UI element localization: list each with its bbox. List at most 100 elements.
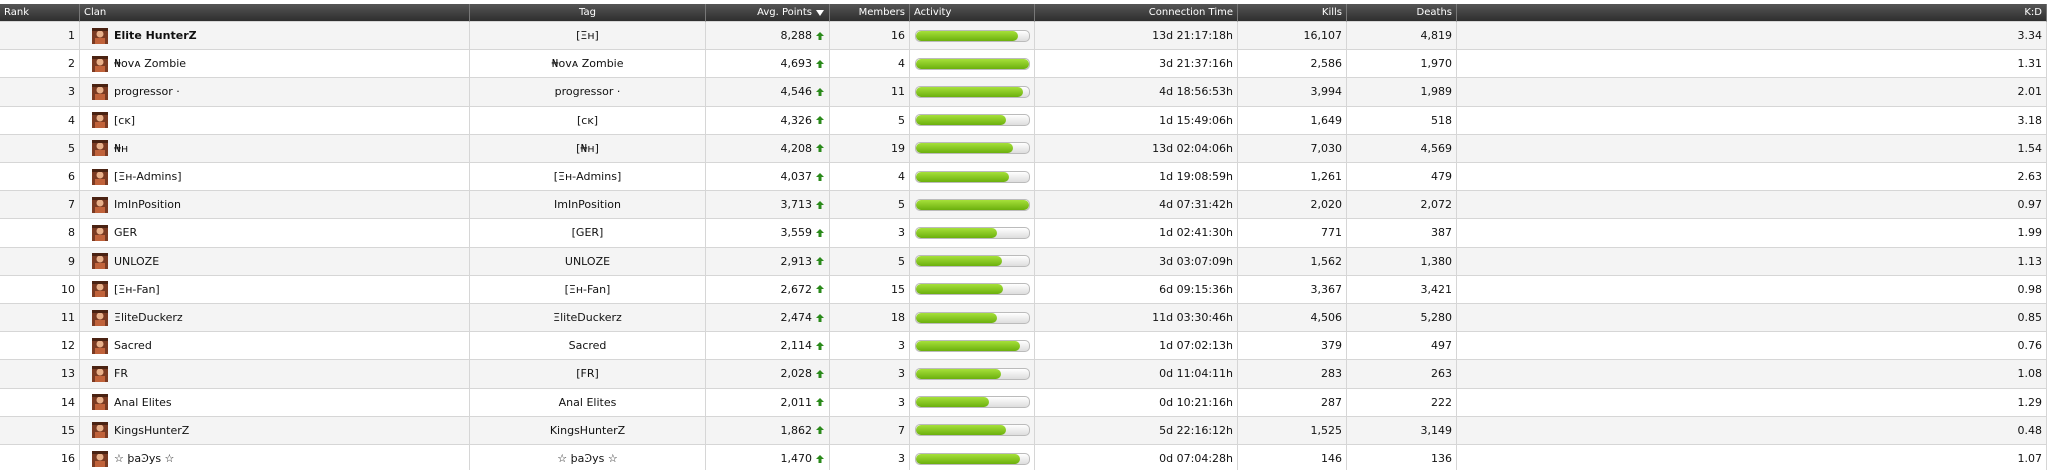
activity-bar <box>916 256 1002 267</box>
kills-cell: 2,586 <box>1238 50 1347 79</box>
tag-text: ΞliteDuckerz <box>553 311 622 325</box>
deaths-cell: 4,819 <box>1347 22 1457 51</box>
clan-cell: ImInPosition <box>80 191 470 220</box>
connection-time-cell: 1d 02:41:30h <box>1035 219 1238 248</box>
connection-time-text: 0d 10:21:16h <box>1159 395 1233 409</box>
activity-bar <box>916 284 1003 295</box>
clan-cell: FR <box>80 360 470 389</box>
activity-cell <box>910 219 1035 248</box>
members-text: 4 <box>898 170 905 184</box>
activity-bar <box>916 143 1014 154</box>
members-cell: 4 <box>830 50 910 79</box>
column-header[interactable]: Rank <box>0 4 80 22</box>
avg-points-text: 2,474 <box>780 311 813 325</box>
kd-text: 1.54 <box>2017 141 2043 155</box>
trend-arrow <box>816 454 824 463</box>
deaths-cell: 136 <box>1347 445 1457 470</box>
deaths-text: 4,819 <box>1420 29 1453 43</box>
clan-avatar <box>92 365 108 382</box>
kills-cell: 379 <box>1238 332 1347 361</box>
activity-cell <box>910 106 1035 135</box>
kills-text: 379 <box>1321 339 1342 353</box>
column-header[interactable]: Activity <box>910 4 1035 22</box>
members-cell: 3 <box>830 219 910 248</box>
connection-time-cell: 11d 03:30:46h <box>1035 304 1238 333</box>
clan-text: Anal Elites <box>114 395 172 409</box>
members-cell: 5 <box>830 106 910 135</box>
clan-avatar <box>92 83 108 100</box>
clan-text: KingsHunterZ <box>114 423 190 437</box>
tag-text: [Ξн-Fan] <box>564 282 611 296</box>
tag-text: [GER] <box>571 226 604 240</box>
activity-track <box>915 255 1030 268</box>
clan-text: [Ξн-Fan] <box>114 282 160 296</box>
connection-time-cell: 1d 15:49:06h <box>1035 106 1238 135</box>
avg-points-cell: 1,862 <box>706 416 830 445</box>
kd-text: 3.18 <box>2017 113 2043 127</box>
activity-track <box>915 452 1030 465</box>
column-header[interactable]: Connection Time <box>1035 4 1238 22</box>
clan-text: Sacred <box>114 339 152 353</box>
activity-cell <box>910 332 1035 361</box>
trend-arrow <box>816 87 824 96</box>
column-header[interactable]: Clan <box>80 4 470 22</box>
kd-cell: 1.99 <box>1457 219 2047 248</box>
kd-text: 2.63 <box>2017 170 2043 184</box>
avg-points-text: 3,559 <box>780 226 813 240</box>
avg-points-cell: 4,037 <box>706 163 830 192</box>
members-text: 5 <box>898 198 905 212</box>
activity-track <box>915 57 1030 70</box>
tag-cell: ☆ ϸaϿys ☆ <box>470 445 706 470</box>
deaths-cell: 497 <box>1347 332 1457 361</box>
kd-text: 0.98 <box>2017 282 2043 296</box>
kills-cell: 1,562 <box>1238 247 1347 276</box>
clan-cell: UNLOZE <box>80 247 470 276</box>
header-text: Rank <box>4 7 29 18</box>
clan-text: ₦ovᴀ Zombie <box>114 57 187 71</box>
clan-cell: Anal Elites <box>80 388 470 417</box>
column-header[interactable]: K:D <box>1457 4 2047 22</box>
column-header[interactable]: Members <box>830 4 910 22</box>
kills-cell: 3,367 <box>1238 275 1347 304</box>
trend-arrow <box>816 200 824 209</box>
kills-text: 146 <box>1321 452 1342 466</box>
header-text: Avg. Points <box>757 7 812 18</box>
activity-bar <box>916 171 1009 182</box>
connection-time-text: 1d 15:49:06h <box>1159 113 1233 127</box>
members-cell: 16 <box>830 22 910 51</box>
column-header[interactable]: Avg. Points <box>706 4 830 22</box>
column-header[interactable]: Tag <box>470 4 706 22</box>
deaths-cell: 479 <box>1347 163 1457 192</box>
trend-arrow <box>816 31 824 40</box>
rank-text: 1 <box>68 29 75 43</box>
rank-cell: 11 <box>0 304 80 333</box>
column-header[interactable]: Kills <box>1238 4 1347 22</box>
header-text: Clan <box>84 7 107 18</box>
tag-cell: KingsHunterZ <box>470 416 706 445</box>
connection-time-text: 0d 11:04:11h <box>1159 367 1233 381</box>
activity-track <box>915 339 1030 352</box>
avg-points-text: 4,546 <box>780 85 813 99</box>
connection-time-cell: 0d 07:04:28h <box>1035 445 1238 470</box>
connection-time-text: 0d 07:04:28h <box>1159 452 1233 466</box>
activity-track <box>915 396 1030 409</box>
deaths-text: 518 <box>1431 113 1452 127</box>
connection-time-cell: 4d 07:31:42h <box>1035 191 1238 220</box>
clan-text: [ᴄᴋ] <box>114 113 136 127</box>
deaths-cell: 1,989 <box>1347 78 1457 107</box>
trend-arrow <box>816 116 824 125</box>
avg-points-cell: 2,913 <box>706 247 830 276</box>
tag-text: UNLOZE <box>564 254 611 268</box>
kd-text: 1.07 <box>2017 452 2043 466</box>
activity-cell <box>910 388 1035 417</box>
clan-avatar <box>92 168 108 185</box>
deaths-text: 3,421 <box>1420 282 1453 296</box>
column-header[interactable]: Deaths <box>1347 4 1457 22</box>
members-text: 16 <box>891 29 905 43</box>
activity-cell <box>910 191 1035 220</box>
trend-arrow <box>816 369 824 378</box>
clan-avatar <box>92 281 108 298</box>
rank-cell: 15 <box>0 416 80 445</box>
activity-cell <box>910 445 1035 470</box>
deaths-text: 1,380 <box>1420 254 1453 268</box>
